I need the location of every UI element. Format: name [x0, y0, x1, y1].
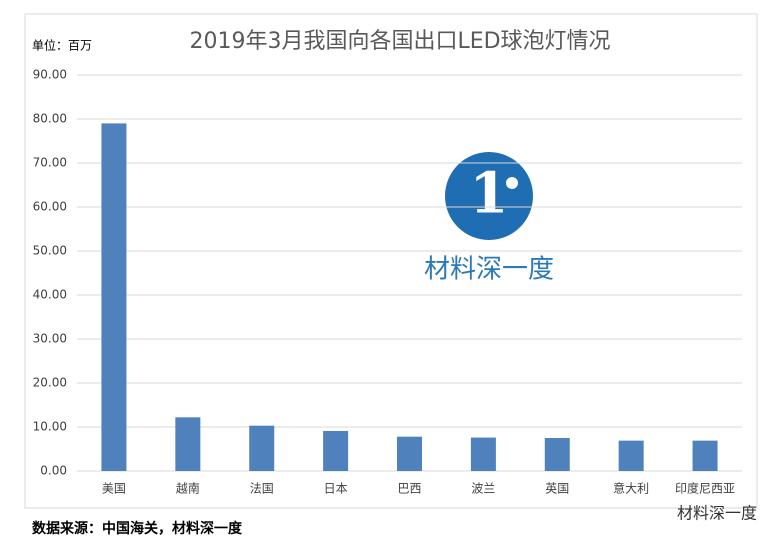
y-tick-label: 30.00: [33, 332, 67, 346]
y-tick-label: 90.00: [33, 68, 67, 82]
bar: [249, 425, 275, 471]
bar: [101, 123, 127, 472]
bar: [692, 440, 718, 471]
bar: [397, 436, 422, 471]
y-tick-label: 20.00: [33, 376, 67, 390]
x-tick-label: 越南: [176, 481, 200, 496]
chart-frame: [24, 13, 758, 509]
y-tick-label: 70.00: [33, 156, 67, 170]
watermark: 材料深一度: [424, 255, 554, 285]
y-tick-label: 50.00: [33, 244, 67, 258]
footer-brand: 材料深一度: [677, 504, 757, 523]
x-tick-label: 英国: [545, 482, 569, 496]
bar: [323, 430, 349, 471]
logo: 1: [445, 152, 533, 240]
y-tick-label: 60.00: [33, 200, 67, 214]
unit-label: 单位：百万: [32, 38, 92, 53]
x-tick-label: 波兰: [471, 482, 495, 496]
chart-title: 2019年3月我国向各国出口LED球泡灯情况: [189, 29, 610, 54]
y-tick-label: 0.00: [40, 464, 67, 478]
x-tick-label: 美国: [102, 482, 126, 496]
logo-dot: [506, 177, 518, 189]
x-tick-label: 意大利: [613, 481, 649, 496]
logo-circle: [445, 152, 533, 240]
bar: [175, 417, 201, 471]
x-tick-label: 巴西: [397, 482, 421, 496]
x-tick-label: 日本: [324, 482, 348, 496]
bar: [470, 437, 496, 471]
x-tick-label: 法国: [250, 482, 274, 496]
source: 数据来源：中国海关，材料深一度: [32, 520, 243, 537]
y-tick-label: 10.00: [33, 420, 67, 434]
y-tick-label: 80.00: [33, 112, 67, 126]
logo-glyph: 1: [470, 161, 509, 227]
y-tick-label: 40.00: [33, 288, 67, 302]
x-tick-label: 印度尼西亚: [675, 481, 735, 496]
bar: [544, 438, 570, 471]
bar: [618, 440, 644, 471]
